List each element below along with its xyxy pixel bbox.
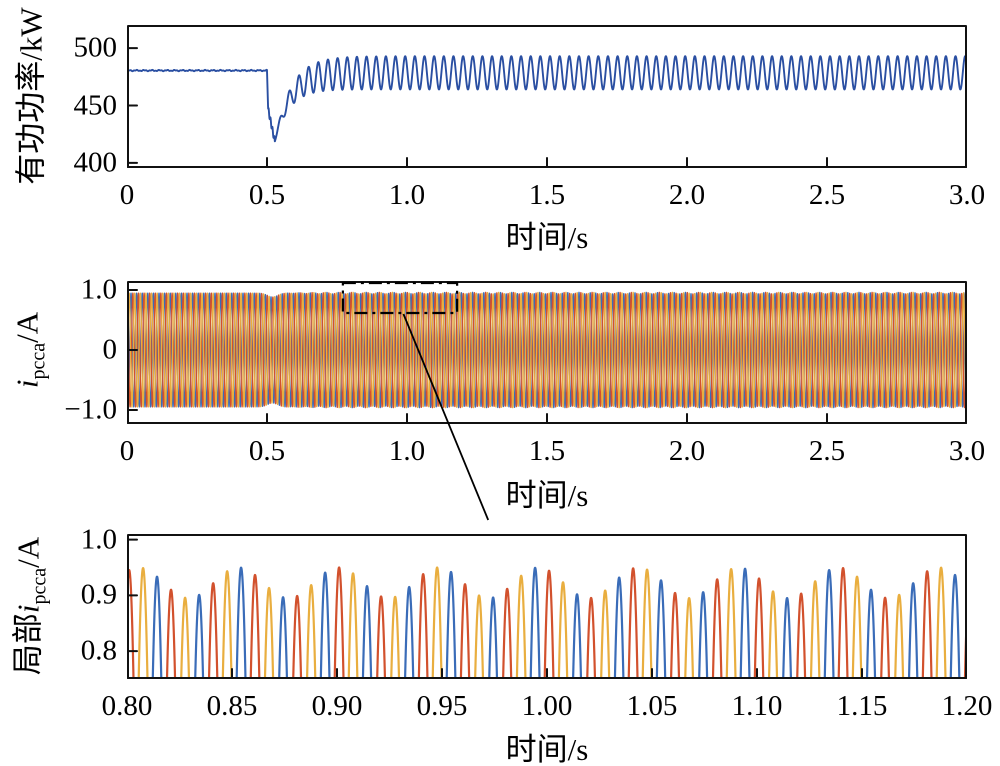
y-tick-label: −1.0 [64, 393, 117, 426]
x-tick-label: 0.95 [416, 690, 468, 722]
x-tick-label: 0.85 [206, 690, 258, 722]
x-tick-label: 0.5 [248, 435, 286, 467]
local-var-symbol: i [10, 604, 46, 614]
x-tick-label: 1.0 [388, 435, 426, 467]
local-current-plot-canvas [127, 534, 967, 679]
y-tick-label: 400 [73, 146, 118, 179]
x-tick-label: 2.0 [668, 179, 706, 211]
x-tick-label: 2.0 [668, 435, 706, 467]
current-subscript: pcca [27, 342, 50, 380]
y-tick-label: 450 [73, 89, 118, 121]
x-tick-label: 1.5 [528, 435, 566, 467]
x-tick-label: 3.0 [948, 435, 986, 467]
power-x-axis-label: 时间/s [505, 220, 589, 255]
x-tick-label: 1.10 [731, 690, 783, 722]
current-plot-canvas [127, 281, 967, 424]
local-current-y-axis-label: 局部ipcca/A [2, 537, 51, 675]
x-tick-label: 2.5 [808, 179, 846, 211]
x-tick-label: 0.80 [101, 690, 153, 722]
x-tick-label: 0 [119, 179, 135, 211]
current-x-axis-label: 时间/s [505, 478, 589, 513]
y-tick-label: 0 [102, 333, 118, 366]
x-tick-label: 1.20 [941, 690, 993, 722]
x-tick-label: 1.5 [528, 179, 566, 211]
power-y-axis-label: 有功功率/kW [6, 7, 51, 184]
y-tick-label: 0.8 [80, 634, 117, 667]
local-prefix: 局部 [10, 613, 46, 676]
y-tick-label: 1.0 [80, 273, 117, 306]
x-tick-label: 2.5 [808, 435, 846, 467]
x-tick-label: 1.15 [836, 690, 888, 722]
x-tick-label: 1.00 [521, 690, 573, 722]
x-tick-label: 0 [119, 435, 135, 467]
y-tick-label: 0.9 [80, 578, 117, 611]
x-tick-label: 0.5 [248, 179, 286, 211]
current-unit: /A [9, 311, 45, 343]
current-y-axis-label: ipcca/A [9, 312, 50, 388]
local-x-axis-label: 时间/s [505, 732, 589, 766]
x-tick-label: 0.90 [311, 690, 363, 722]
power-plot-canvas [127, 25, 967, 168]
current-var-symbol: i [9, 379, 45, 389]
y-tick-label: 1.0 [80, 523, 117, 556]
y-tick-label: 500 [73, 31, 118, 64]
local-unit: /A [10, 536, 46, 568]
power-y-axis-label-text: 有功功率/kW [13, 7, 49, 185]
local-subscript: pcca [28, 567, 51, 605]
x-tick-label: 1.0 [388, 179, 426, 211]
x-tick-label: 1.05 [626, 690, 678, 722]
x-tick-label: 3.0 [948, 179, 986, 211]
